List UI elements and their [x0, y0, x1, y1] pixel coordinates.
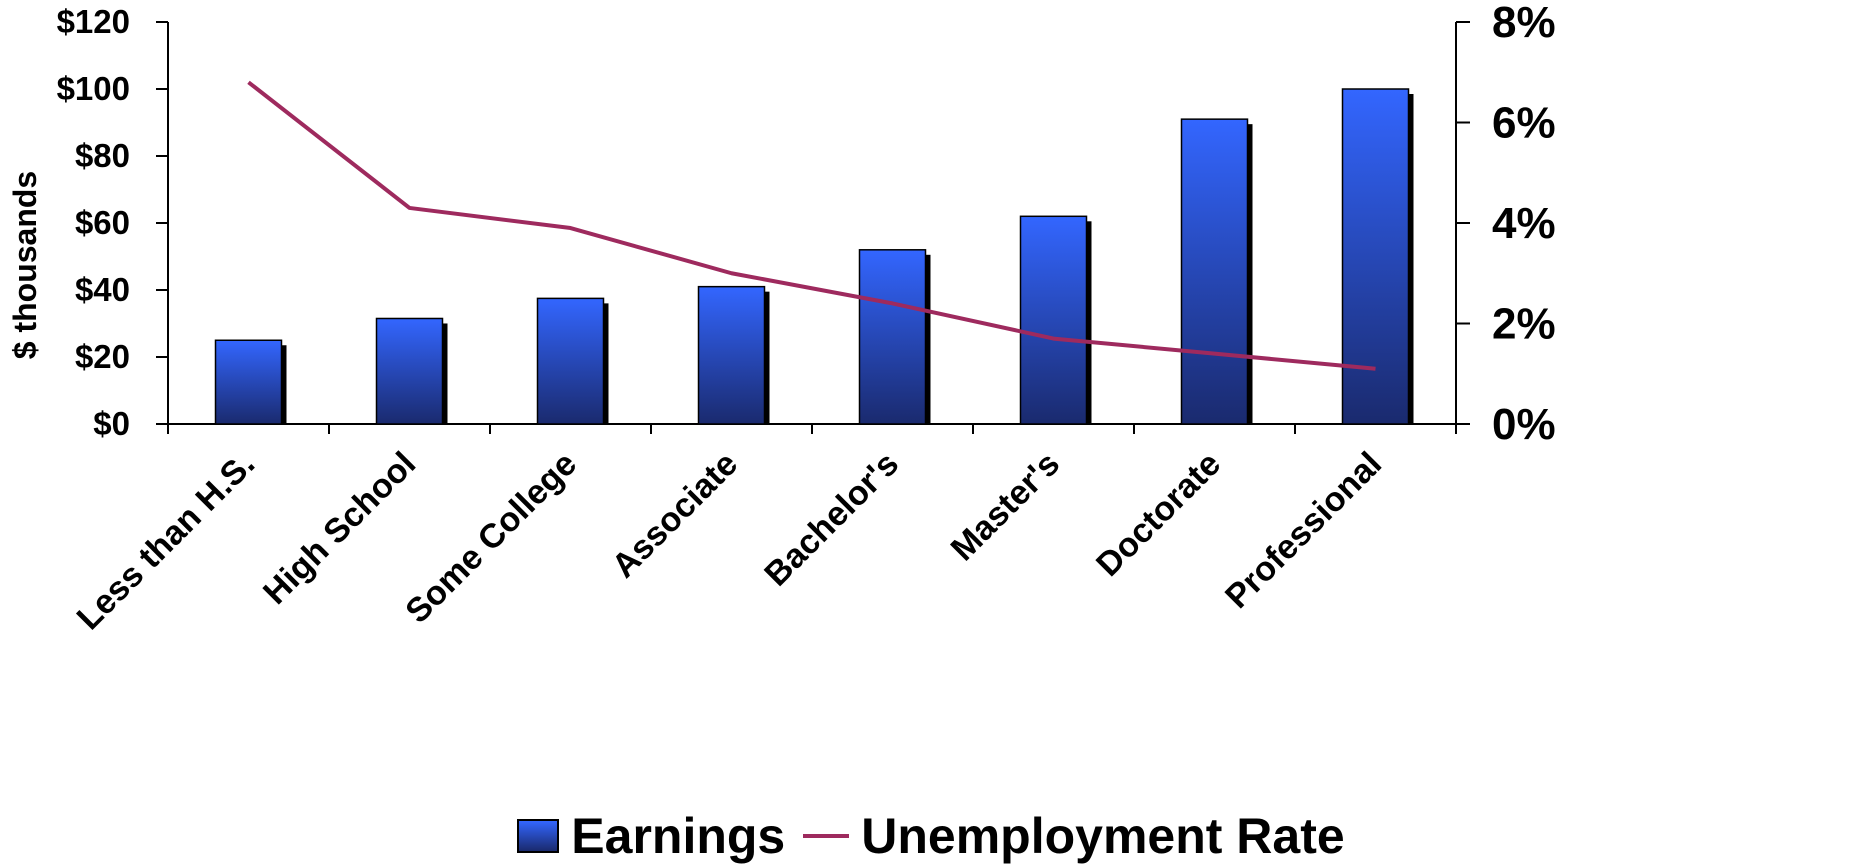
- legend: Earnings Unemployment Rate: [0, 808, 1862, 864]
- bar-earnings: [699, 287, 765, 424]
- y-tick-label: $120: [57, 3, 130, 40]
- x-tick-label: Associate: [605, 445, 745, 585]
- y-tick-label: $60: [75, 204, 130, 241]
- axis-labels: $ thousands $0 $20 $40 $60 $80 $100 $120 0% 2% 4%…: [7, 0, 1556, 637]
- y2-tick-label: 8%: [1492, 0, 1556, 47]
- x-tick-label: Doctorate: [1089, 445, 1228, 584]
- bar-earnings: [860, 250, 926, 424]
- x-tick-label: High School: [256, 445, 423, 612]
- legend-item-earnings: Earnings: [517, 807, 785, 865]
- y-axis-title: $ thousands: [7, 171, 43, 359]
- x-tick-label: Master's: [944, 445, 1067, 568]
- y-tick-label: $100: [57, 70, 130, 107]
- x-tick-label: Less than H.S.: [70, 445, 263, 638]
- bar-earnings: [377, 318, 443, 424]
- x-tick-label: Professional: [1218, 445, 1389, 616]
- x-tick-label: Bachelor's: [757, 445, 906, 594]
- y-tick-label: $0: [93, 405, 130, 442]
- bar-earnings: [1021, 216, 1087, 424]
- legend-swatch-earnings: [517, 819, 559, 853]
- bar-earnings: [1182, 119, 1248, 424]
- y2-tick-label: 2%: [1492, 300, 1556, 349]
- y2-tick-label: 6%: [1492, 99, 1556, 148]
- legend-swatch-unemployment-rate: [803, 834, 849, 838]
- y2-tick-label: 4%: [1492, 199, 1556, 248]
- legend-item-unemployment-rate: Unemployment Rate: [803, 807, 1344, 865]
- y-tick-label: $40: [75, 271, 130, 308]
- bar-earnings: [216, 340, 282, 424]
- bar-earnings: [1343, 89, 1409, 424]
- chart: $ thousands $0 $20 $40 $60 $80 $100 $120 0% 2% 4%…: [0, 0, 1862, 808]
- x-tick-label: Some College: [398, 445, 584, 631]
- legend-label-unemployment-rate: Unemployment Rate: [861, 807, 1344, 865]
- y2-tick-label: 0%: [1492, 400, 1556, 449]
- legend-label-earnings: Earnings: [571, 807, 785, 865]
- earnings-bars: [216, 89, 1414, 424]
- axes: [156, 22, 1470, 434]
- y-tick-label: $80: [75, 137, 130, 174]
- bar-earnings: [538, 298, 604, 424]
- y-tick-label: $20: [75, 338, 130, 375]
